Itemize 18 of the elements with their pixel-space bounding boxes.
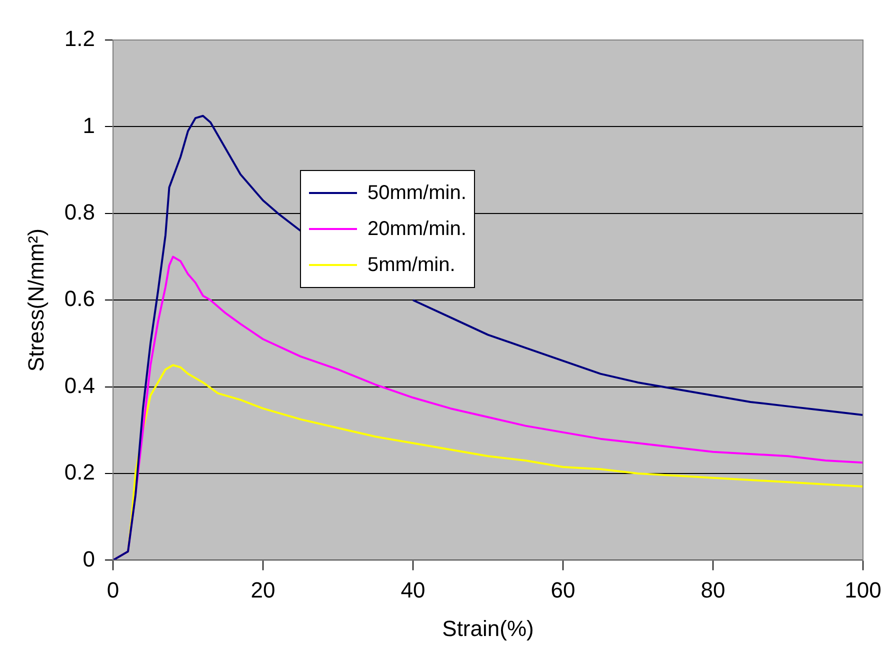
x-tick-label: 40 [400, 577, 426, 602]
x-tick-label: 100 [844, 577, 882, 602]
y-tick-label: 0.6 [64, 286, 95, 312]
y-tick-label: 0.4 [64, 372, 95, 398]
y-tick-label: 0.2 [64, 460, 95, 485]
x-tick-label: 60 [550, 577, 576, 602]
x-tick-label: 0 [106, 577, 120, 602]
x-axis-title: Strain(%) [442, 616, 534, 641]
y-axis-title: Stress(N/mm²) [23, 228, 48, 372]
y-tick-label: 1.2 [64, 26, 95, 52]
x-tick-label: 80 [700, 577, 726, 602]
legend-label: 50mm/min. [367, 182, 466, 205]
y-tick-label: 0 [82, 546, 95, 572]
legend-label: 20mm/min. [367, 218, 466, 241]
y-tick-label: 0.8 [64, 199, 95, 224]
legend-label: 5mm/min. [367, 254, 456, 277]
x-tick-label: 20 [250, 577, 276, 602]
y-tick-label: 1 [82, 112, 95, 138]
